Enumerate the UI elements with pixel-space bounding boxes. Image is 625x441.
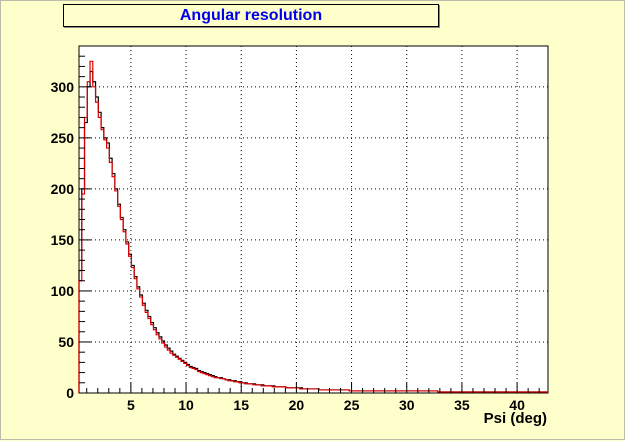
- plot-frame: [78, 45, 549, 394]
- x-tick-label: 40: [509, 397, 525, 413]
- y-tick-label: 50: [58, 334, 74, 350]
- x-tick-label: 15: [233, 397, 249, 413]
- y-tick-label: 100: [51, 283, 75, 299]
- x-tick-label: 25: [344, 397, 360, 413]
- y-tick-label: 0: [66, 385, 74, 401]
- x-tick-label: 5: [127, 397, 135, 413]
- x-tick-label: 35: [454, 397, 470, 413]
- chart-title-box: Angular resolution: [63, 4, 439, 27]
- x-tick-label: 30: [399, 397, 415, 413]
- y-tick-label: 250: [51, 130, 75, 146]
- axes: 5 10 15 20 25 30 35 40 0 50 100 150 200 250 300: [51, 55, 540, 413]
- y-tick-label: 150: [51, 232, 75, 248]
- y-tick-label: 200: [51, 181, 75, 197]
- x-tick-label: 10: [178, 397, 194, 413]
- histogram-red-line: [78, 60, 548, 393]
- x-axis-label: Psi (deg): [484, 410, 547, 427]
- x-tick-label: 20: [289, 397, 305, 413]
- chart-title: Angular resolution: [179, 7, 323, 24]
- y-tick-label: 300: [51, 79, 75, 95]
